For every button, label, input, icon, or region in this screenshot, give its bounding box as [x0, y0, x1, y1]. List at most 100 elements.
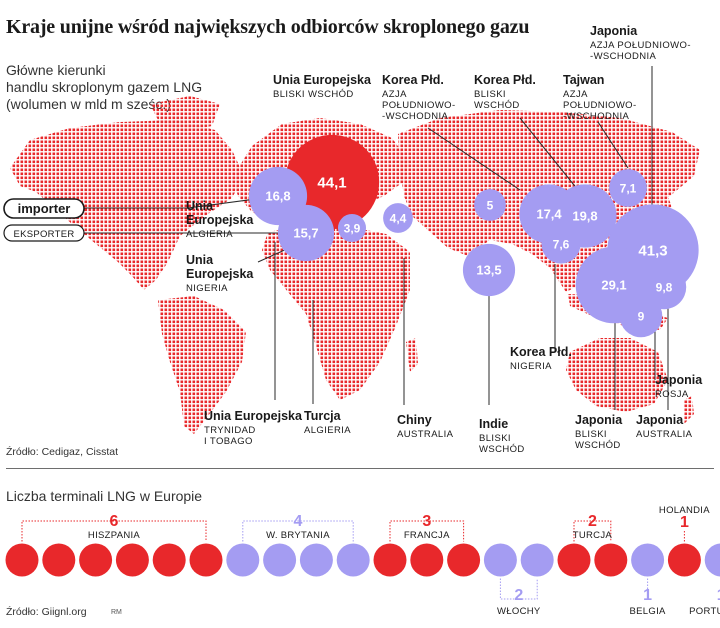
bubble-13 — [641, 264, 687, 310]
terminal-value-5: 1 — [643, 587, 652, 604]
flow-importer-11: Japonia — [590, 24, 638, 38]
bubble-value-10: 7,1 — [620, 181, 637, 195]
terminal-dot-francja-1 — [373, 543, 407, 577]
terminal-country-1: W. BRYTANIA — [266, 530, 330, 541]
flow-exporter-7-0: AZJA — [382, 89, 407, 100]
flow-exporter-3-0: TRYNIDAD — [204, 425, 256, 436]
flow-exporter-0: BLISKI WSCHÓD — [273, 89, 354, 100]
terminal-dot-w-brytania-1 — [226, 543, 260, 577]
bubble-9 — [541, 224, 581, 264]
flow-importer-1-0: Unia — [186, 199, 214, 213]
terminal-group-5: 1 BELGIA — [630, 578, 666, 617]
bubble-6 — [462, 243, 516, 297]
connector-lines — [83, 66, 669, 410]
flow-exporter-12-0: BLISKI — [575, 429, 607, 440]
bubble-4 — [383, 203, 413, 233]
flow-exporter-10-1: POŁUDNIOWO- — [563, 100, 637, 111]
source-terminals: Źródło: Giignl.org — [6, 606, 87, 618]
flow-label-0: Unia Europejska BLISKI WSCHÓD — [273, 73, 372, 100]
terminal-value-0: 6 — [110, 513, 119, 530]
connector-korea-bliski — [519, 117, 579, 191]
chart-title: Kraje unijne wśród największych odbiorcó… — [6, 16, 530, 38]
flow-importer-1-1: Europejska — [186, 213, 254, 227]
island-greenland — [150, 96, 220, 132]
world-map — [10, 96, 700, 434]
terminal-country-4: TURCJA — [573, 530, 613, 541]
terminal-value-1: 4 — [294, 513, 303, 530]
flow-exporter-7-2: -WSCHODNIA — [382, 111, 449, 122]
flow-importer-12: Japonia — [575, 413, 623, 427]
terminal-bracket-2 — [389, 520, 465, 542]
terminal-dot-hiszpania-1 — [5, 543, 39, 577]
terminal-value-4: 2 — [588, 513, 597, 530]
legend-exporter-label: EKSPORTER — [13, 229, 74, 240]
terminal-dot-francja-3 — [447, 543, 481, 577]
terminal-dot-hiszpania-6 — [189, 543, 223, 577]
flow-importer-7: Korea Płd. — [382, 73, 444, 87]
bubble-10 — [609, 169, 647, 207]
flow-label-13: Japonia AUSTRALIA — [636, 413, 693, 440]
flow-exporter-8-1: WSCHÓD — [474, 100, 520, 111]
bubble-value-6: 13,5 — [476, 263, 501, 278]
terminal-dot-w-brytania-4 — [336, 543, 370, 577]
terminal-dot-w-brytania-2 — [263, 543, 297, 577]
terminal-bracket-3 — [499, 578, 538, 600]
lng-flow-map: 44,1 41,3 29,1 19,8 17,4 16,8 15,7 13,5 9,8 9 7,6 7… — [3, 24, 703, 455]
terminals-title: Liczba terminali LNG w Europie — [6, 488, 203, 504]
flow-importer-9: Korea Płd. — [510, 345, 572, 359]
terminal-group-7: 1 PORTUGALIA — [689, 587, 720, 617]
flow-bubbles: 44,1 41,3 29,1 19,8 17,4 16,8 15,7 13,5 9,8 9 7,6 7… — [248, 134, 699, 338]
terminal-dot-turcja-2 — [594, 543, 628, 577]
terminal-dot-hiszpania-2 — [42, 543, 76, 577]
section-divider — [6, 468, 714, 469]
bubble-value-1: 16,8 — [265, 189, 290, 204]
continent-north-america — [10, 120, 244, 290]
terminal-dot-hiszpania-3 — [79, 543, 113, 577]
terminal-dot-hiszpania-4 — [115, 543, 149, 577]
bubble-value-13: 9,8 — [656, 280, 673, 294]
connector-korea-azja — [427, 127, 521, 191]
terminal-dot-turcja-1 — [557, 543, 591, 577]
terminal-dot-francja-2 — [410, 543, 444, 577]
chart-subtitle: Główne kierunki handlu skroplonym gazem … — [6, 62, 203, 112]
terminal-country-6: HOLANDIA — [659, 505, 710, 516]
flow-label-14: Japonia ROSJA — [655, 373, 703, 400]
bubble-14 — [619, 294, 663, 338]
island-new-zealand — [684, 396, 694, 424]
continent-africa — [262, 226, 410, 400]
bubble-3 — [337, 213, 367, 243]
flow-exporter-13: AUSTRALIA — [636, 429, 693, 440]
flow-exporter-6-0: BLISKI — [479, 433, 511, 444]
flow-exporter-11-1: -WSCHODNIA — [590, 51, 657, 62]
terminal-dot-włochy-1 — [483, 543, 517, 577]
continent-australia — [566, 338, 668, 412]
terminal-country-3: WŁOCHY — [497, 606, 541, 617]
flow-exporter-8-0: BLISKI — [474, 89, 506, 100]
terminal-value-7: 1 — [717, 587, 720, 604]
flow-importer-8: Korea Płd. — [474, 73, 536, 87]
island-madagascar — [406, 338, 418, 372]
flow-exporter-6-1: WSCHÓD — [479, 444, 525, 455]
flow-importer-2-0: Unia — [186, 253, 214, 267]
bubble-value-11: 41,3 — [638, 242, 667, 259]
bubble-value-3: 3,9 — [344, 221, 361, 235]
terminal-bracket-0 — [21, 520, 207, 542]
flow-exporter-11-0: AZJA POŁUDNIOWO- — [590, 40, 691, 51]
flow-exporter-12-1: WSCHÓD — [575, 440, 621, 451]
connector-importer-legend — [83, 195, 279, 209]
terminal-country-0: HISZPANIA — [88, 530, 141, 541]
flow-importer-3: Unia Europejska — [204, 409, 303, 423]
terminal-dot-hiszpania-5 — [152, 543, 186, 577]
flow-importer-13: Japonia — [636, 413, 684, 427]
terminal-group-3: 2 WŁOCHY — [497, 578, 541, 617]
flow-label-5: Chiny AUSTRALIA — [397, 413, 453, 440]
bubble-value-4: 4,4 — [390, 211, 407, 225]
flow-importer-2-1: Europejska — [186, 267, 254, 281]
bubble-5 — [474, 189, 506, 221]
